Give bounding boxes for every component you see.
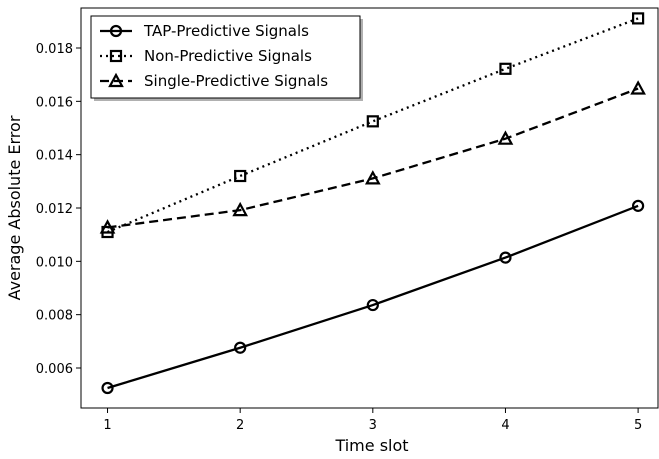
series-group (99, 12, 646, 395)
y-tick-label: 0.008 (36, 309, 73, 324)
circle-marker (101, 381, 114, 395)
triangle-marker (232, 201, 249, 217)
legend-item: TAP-Predictive Signals (100, 22, 309, 40)
square-marker (109, 49, 123, 63)
x-axis-label: Time slot (334, 436, 408, 455)
circle-marker (109, 24, 123, 38)
y-tick-label: 0.014 (36, 149, 73, 164)
legend: TAP-Predictive Signals Non-Predictive Sig… (90, 15, 363, 101)
x-tick-label: 2 (236, 418, 244, 433)
legend-label: Single-Predictive Signals (144, 72, 328, 90)
legend-box (90, 15, 361, 99)
y-axis-label: Average Absolute Error (5, 115, 24, 300)
legend-item: Non-Predictive Signals (100, 47, 312, 65)
y-tick-label: 0.018 (36, 42, 73, 57)
x-tick-label: 5 (634, 418, 642, 433)
series-circle (101, 199, 645, 395)
y-tick-label: 0.012 (36, 202, 73, 217)
circle-marker (632, 199, 645, 212)
series-line (107, 87, 639, 229)
series-line (107, 204, 639, 390)
triangle-marker (630, 80, 646, 95)
y-tick-label: 0.006 (36, 362, 73, 377)
triangle-marker (364, 170, 381, 185)
x-tick-label: 3 (369, 418, 377, 433)
y-tick-label: 0.016 (36, 95, 73, 110)
triangle-marker (108, 72, 124, 88)
circle-marker (366, 298, 379, 312)
x-tick-label: 4 (501, 418, 509, 433)
legend-label: Non-Predictive Signals (144, 47, 312, 65)
square-marker (499, 62, 512, 75)
square-marker (632, 12, 645, 25)
legend-item: Single-Predictive Signals (100, 72, 328, 90)
x-tick-label: 1 (103, 418, 111, 433)
circle-marker (499, 251, 512, 264)
legend-label: TAP-Predictive Signals (143, 22, 309, 40)
circle-marker (234, 341, 247, 354)
square-marker (234, 169, 247, 183)
series-triangle (99, 80, 646, 234)
triangle-marker (99, 219, 116, 234)
square-marker (366, 115, 379, 128)
triangle-marker (497, 130, 514, 145)
axes: 1 2 3 4 5 0.006 0.008 0.010 0.012 0.014 0.016 0.018 (36, 7, 659, 433)
y-tick-label: 0.010 (36, 255, 73, 270)
